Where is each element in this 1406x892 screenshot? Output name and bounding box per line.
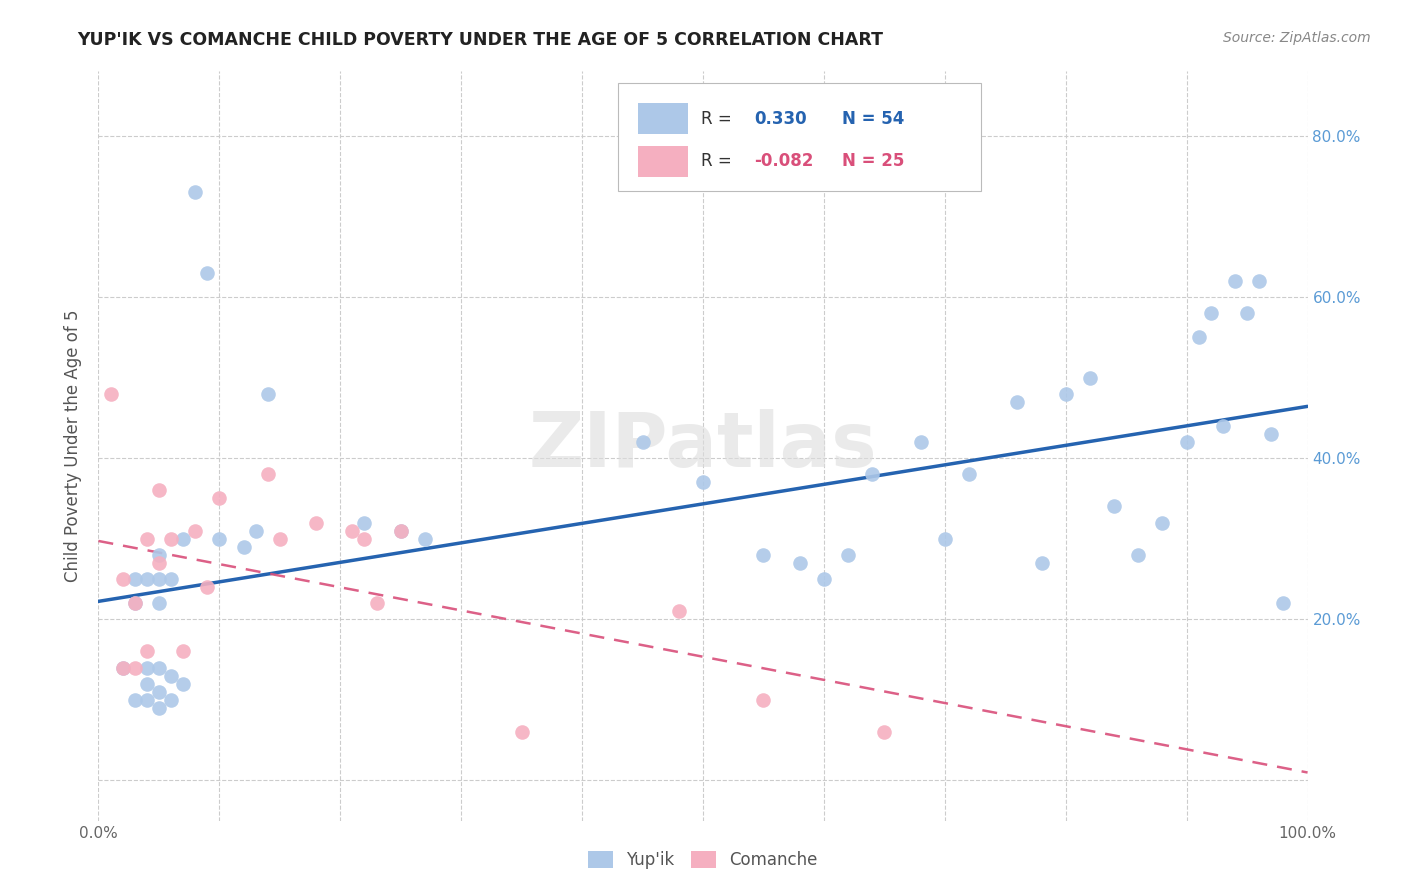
Point	[910, 434, 932, 449]
Point	[837, 548, 859, 562]
Point	[172, 676, 194, 690]
Point	[148, 684, 170, 698]
Point	[245, 524, 267, 538]
Point	[184, 185, 207, 199]
Point	[1054, 386, 1077, 401]
Y-axis label: Child Poverty Under the Age of 5: Child Poverty Under the Age of 5	[65, 310, 83, 582]
Point	[111, 660, 134, 674]
FancyBboxPatch shape	[619, 83, 981, 191]
Text: -0.082: -0.082	[754, 153, 813, 170]
Point	[148, 556, 170, 570]
Point	[668, 604, 690, 618]
Point	[184, 524, 207, 538]
Point	[148, 596, 170, 610]
Point	[160, 668, 183, 682]
Point	[1272, 596, 1295, 610]
Point	[1188, 330, 1211, 344]
Point	[172, 644, 194, 658]
Point	[1260, 426, 1282, 441]
Point	[1102, 500, 1125, 514]
Point	[124, 572, 146, 586]
Point	[208, 532, 231, 546]
Point	[269, 532, 291, 546]
Text: R =: R =	[700, 153, 737, 170]
Point	[389, 524, 412, 538]
Point	[195, 580, 218, 594]
Legend: Yup'ik, Comanche: Yup'ik, Comanche	[581, 845, 825, 876]
Point	[1128, 548, 1150, 562]
Point	[135, 532, 157, 546]
Point	[860, 467, 883, 482]
Point	[789, 556, 811, 570]
Point	[148, 572, 170, 586]
Text: YUP'IK VS COMANCHE CHILD POVERTY UNDER THE AGE OF 5 CORRELATION CHART: YUP'IK VS COMANCHE CHILD POVERTY UNDER T…	[77, 31, 883, 49]
Point	[148, 548, 170, 562]
Point	[172, 532, 194, 546]
Point	[305, 516, 328, 530]
Point	[111, 572, 134, 586]
Point	[135, 572, 157, 586]
Point	[1078, 370, 1101, 384]
Point	[124, 596, 146, 610]
Point	[353, 532, 375, 546]
Text: N = 54: N = 54	[842, 110, 904, 128]
FancyBboxPatch shape	[638, 103, 689, 135]
Point	[135, 676, 157, 690]
Text: Source: ZipAtlas.com: Source: ZipAtlas.com	[1223, 31, 1371, 45]
Point	[124, 660, 146, 674]
Point	[100, 386, 122, 401]
Point	[692, 475, 714, 490]
Point	[1249, 274, 1271, 288]
Point	[160, 532, 183, 546]
Point	[1031, 556, 1053, 570]
FancyBboxPatch shape	[638, 145, 689, 177]
Point	[208, 491, 231, 506]
Point	[135, 660, 157, 674]
Point	[256, 467, 278, 482]
Point	[813, 572, 835, 586]
Point	[1199, 306, 1222, 320]
Point	[752, 693, 775, 707]
Text: ZIPatlas: ZIPatlas	[529, 409, 877, 483]
Text: 0.330: 0.330	[754, 110, 807, 128]
Point	[124, 693, 146, 707]
Point	[1175, 434, 1198, 449]
Point	[1212, 418, 1234, 433]
Point	[957, 467, 980, 482]
Text: R =: R =	[700, 110, 737, 128]
Point	[1223, 274, 1246, 288]
Point	[1152, 516, 1174, 530]
Point	[195, 266, 218, 280]
Point	[232, 540, 254, 554]
Point	[135, 693, 157, 707]
Point	[148, 660, 170, 674]
Point	[111, 660, 134, 674]
Point	[135, 644, 157, 658]
Point	[353, 516, 375, 530]
Point	[148, 701, 170, 715]
Text: N = 25: N = 25	[842, 153, 904, 170]
Point	[1007, 394, 1029, 409]
Point	[389, 524, 412, 538]
Point	[124, 596, 146, 610]
Point	[631, 434, 654, 449]
Point	[510, 725, 533, 739]
Point	[413, 532, 436, 546]
Point	[160, 572, 183, 586]
Point	[148, 483, 170, 498]
Point	[256, 386, 278, 401]
Point	[1236, 306, 1258, 320]
Point	[366, 596, 388, 610]
Point	[160, 693, 183, 707]
Point	[752, 548, 775, 562]
Point	[342, 524, 364, 538]
Point	[934, 532, 956, 546]
Point	[873, 725, 896, 739]
